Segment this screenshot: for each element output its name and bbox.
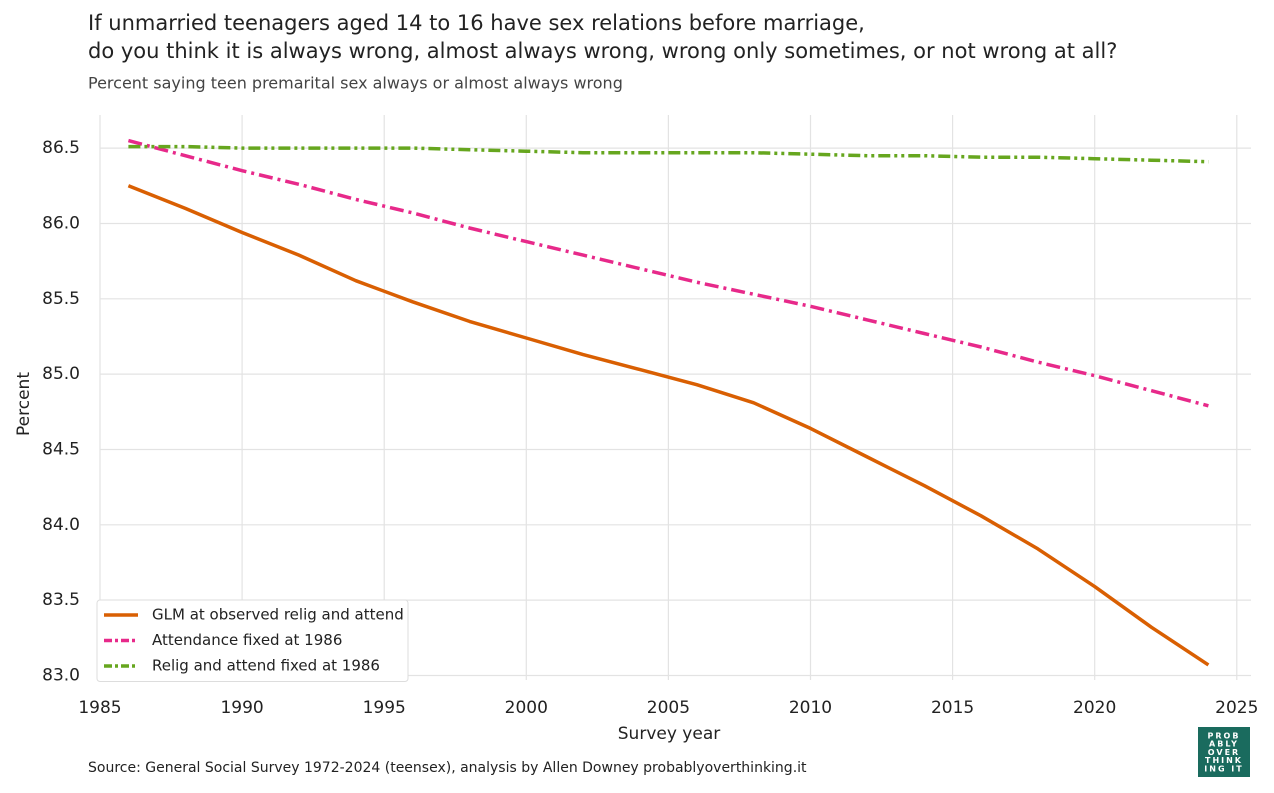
x-tick-label: 1985 (78, 698, 121, 718)
y-tick-label: 83.0 (42, 665, 80, 685)
x-tick-label: 2015 (931, 698, 974, 718)
logo-text: OVER (1208, 748, 1240, 757)
y-tick-label: 86.0 (42, 213, 80, 233)
y-tick-label: 85.0 (42, 364, 80, 384)
source-note: Source: General Social Survey 1972-2024 … (88, 760, 807, 776)
x-tick-label: 2005 (647, 698, 690, 718)
logo-box (1198, 727, 1250, 777)
chart-subtitle: Percent saying teen premarital sex alway… (88, 74, 623, 93)
x-tick-label: 1995 (363, 698, 406, 718)
x-tick-label: 1990 (220, 698, 263, 718)
chart-title: do you think it is always wrong, almost … (88, 39, 1117, 63)
y-tick-label: 86.5 (42, 138, 80, 158)
y-tick-label: 83.5 (42, 590, 80, 610)
x-tick-label: 2020 (1073, 698, 1116, 718)
logo-text: ABLY (1209, 740, 1239, 749)
series-line (128, 144, 1209, 164)
y-axis-label: Percent (14, 372, 34, 436)
x-tick-label: 2000 (505, 698, 548, 718)
y-tick-label: 85.5 (42, 289, 80, 309)
x-axis-label: Survey year (618, 724, 720, 744)
logo-text: THINK (1205, 756, 1243, 765)
y-tick-label: 84.5 (42, 439, 80, 459)
logo-text: ING IT (1204, 764, 1243, 773)
legend-label: Attendance fixed at 1986 (152, 631, 342, 649)
legend-label: Relig and attend fixed at 1986 (152, 657, 380, 675)
legend-label: GLM at observed relig and attend (152, 606, 404, 624)
chart-title: If unmarried teenagers aged 14 to 16 hav… (88, 11, 865, 35)
legend-box (96, 599, 409, 682)
logo-text: PROB (1208, 732, 1241, 741)
series-line (127, 138, 1209, 408)
x-tick-label: 2025 (1215, 698, 1258, 718)
x-tick-label: 2010 (789, 698, 832, 718)
series-line (127, 184, 1210, 667)
y-tick-label: 84.0 (42, 515, 80, 535)
